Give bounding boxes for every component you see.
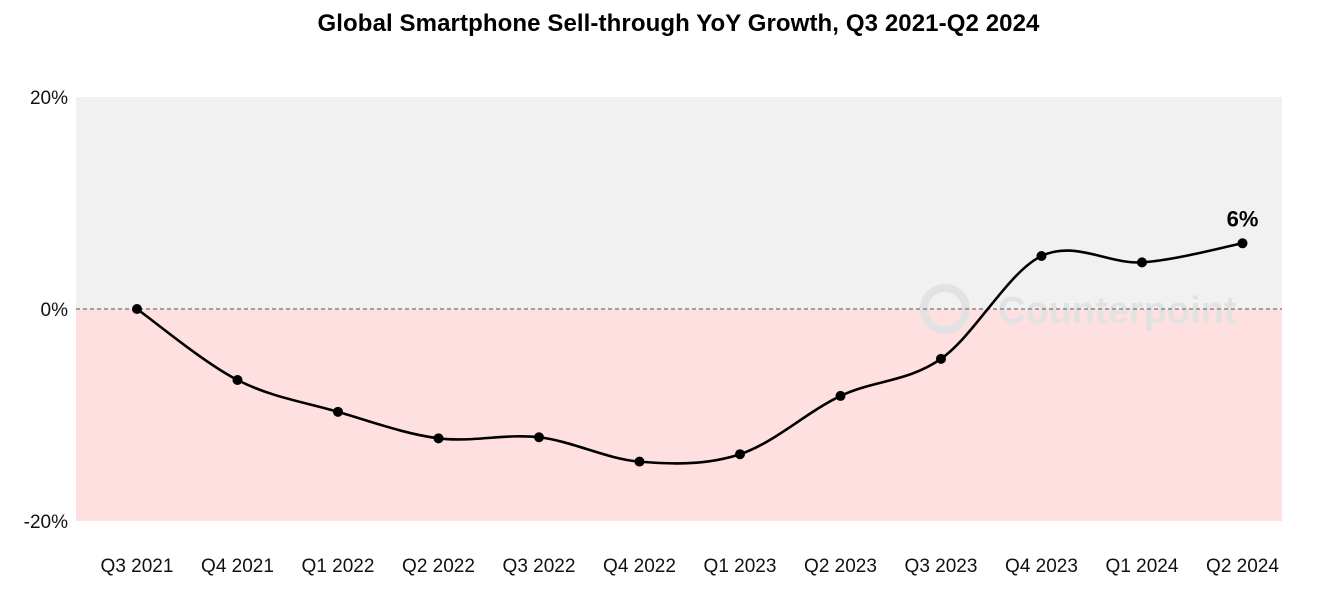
data-point [433, 433, 444, 444]
y-tick-label: -20% [24, 512, 68, 533]
data-point [634, 456, 645, 467]
y-axis-ticks: -20% 0% 20% [24, 88, 68, 533]
data-point [1137, 257, 1147, 268]
annotations: 6% [1227, 206, 1259, 231]
data-point [1237, 238, 1248, 249]
x-tick-label: Q1 2023 [704, 556, 777, 577]
data-point [936, 353, 946, 364]
data-point [232, 375, 243, 386]
x-tick-label: Q1 2022 [302, 556, 375, 577]
positive-band [76, 97, 1282, 309]
x-axis-ticks: Q3 2021 Q4 2021 Q1 2022 Q2 2022 Q3 2022 Q4 20… [101, 556, 1280, 577]
x-tick-label: Q3 2021 [101, 556, 174, 577]
series-line [136, 242, 1243, 465]
chart-title: Global Smartphone Sell-through YoY Growt… [317, 10, 1040, 37]
x-tick-label: Q2 2024 [1206, 556, 1279, 577]
data-point [333, 406, 343, 417]
x-tick-label: Q3 2022 [503, 556, 576, 577]
data-point [534, 432, 544, 443]
data-point [1036, 251, 1047, 261]
x-tick-label: Q3 2023 [905, 556, 978, 577]
x-tick-label: Q4 2022 [603, 556, 676, 577]
data-point [735, 449, 745, 460]
y-tick-label: 20% [30, 88, 68, 109]
data-points [132, 238, 1248, 467]
watermark-text: Counterpoint [998, 290, 1237, 332]
data-label: 6% [1227, 206, 1259, 231]
watermark-logo: Counterpoint [920, 284, 1237, 334]
y-tick-label: 0% [41, 300, 69, 321]
x-tick-label: Q4 2023 [1005, 556, 1078, 577]
x-tick-label: Q2 2023 [804, 556, 877, 577]
data-point [132, 304, 142, 314]
data-point [835, 390, 846, 401]
x-tick-label: Q2 2022 [402, 556, 475, 577]
negative-band [76, 309, 1282, 521]
x-tick-label: Q1 2024 [1106, 556, 1179, 577]
x-tick-label: Q4 2021 [201, 556, 274, 577]
